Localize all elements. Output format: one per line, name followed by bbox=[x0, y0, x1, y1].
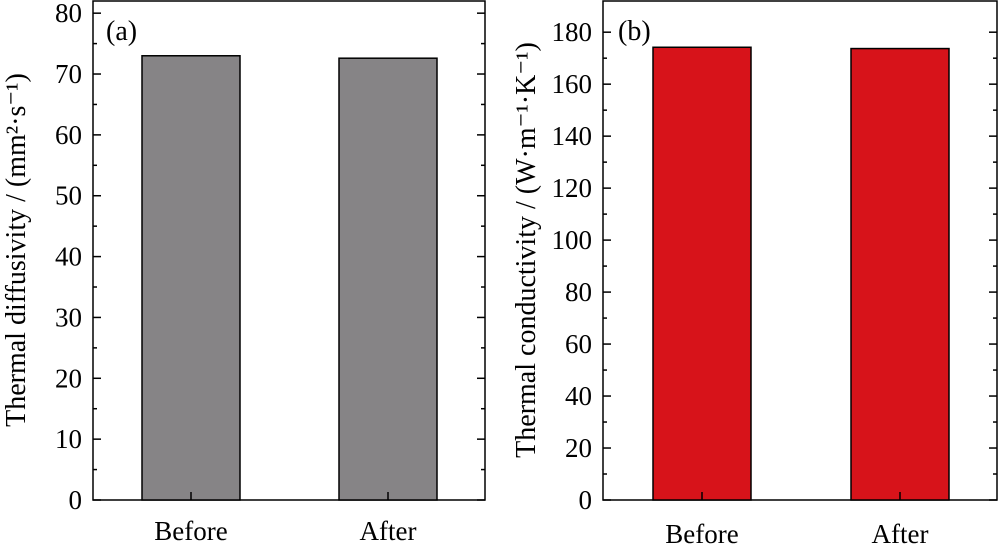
x-tick-label-a-after: After bbox=[360, 516, 417, 545]
y-tick-label-b: 0 bbox=[579, 485, 593, 515]
y-tick-label-b: 80 bbox=[565, 277, 592, 307]
y-tick-label-a: 30 bbox=[55, 302, 82, 332]
y-tick-label-b: 180 bbox=[552, 17, 593, 47]
y-tick-label-a: 70 bbox=[55, 59, 82, 89]
x-tick-label-b-after: After bbox=[872, 519, 929, 545]
x-tick-label-a-before: Before bbox=[154, 516, 227, 545]
y-axis-title-b: Thermal conductivity / (W·m⁻¹·K⁻¹) bbox=[511, 42, 542, 458]
panel-a: 0 10 20 30 40 50 60 70 80 Before After (a) Therma… bbox=[1, 0, 486, 545]
panel-label-a: (a) bbox=[106, 16, 137, 47]
y-tick-label-a: 40 bbox=[55, 242, 82, 272]
bars-b bbox=[652, 46, 950, 501]
bar-b-after bbox=[850, 47, 950, 501]
x-tick-label-b-before: Before bbox=[665, 519, 738, 545]
plot-frame-b bbox=[602, 0, 998, 501]
y-tick-label-b: 160 bbox=[552, 69, 593, 99]
panel-b: 0 20 40 60 80 100 120 140 160 180 Before After (b)… bbox=[511, 0, 998, 545]
y-tick-label-b: 20 bbox=[565, 433, 592, 463]
plot-frame-a bbox=[92, 0, 486, 501]
y-ticks-a: 0 10 20 30 40 50 60 70 80 bbox=[55, 0, 485, 515]
y-tick-label-a: 80 bbox=[55, 0, 82, 28]
panel-label-b: (b) bbox=[618, 16, 651, 47]
bar-b-before bbox=[652, 46, 752, 501]
y-tick-label-b: 120 bbox=[552, 173, 593, 203]
y-tick-label-b: 140 bbox=[552, 121, 593, 151]
y-tick-label-a: 50 bbox=[55, 181, 82, 211]
x-ticks-b: Before After bbox=[665, 492, 928, 545]
y-tick-label-a: 60 bbox=[55, 120, 82, 150]
bar-a-before bbox=[141, 55, 241, 501]
y-tick-label-a: 10 bbox=[55, 424, 82, 454]
y-tick-label-b: 60 bbox=[565, 329, 592, 359]
y-axis-title-a: Thermal diffusivity / (mm²·s⁻¹) bbox=[1, 73, 32, 427]
y-tick-label-a: 20 bbox=[55, 363, 82, 393]
bars-a bbox=[141, 55, 438, 501]
x-ticks-a: Before After bbox=[154, 492, 416, 545]
y-tick-label-a: 0 bbox=[69, 485, 83, 515]
y-tick-label-b: 40 bbox=[565, 381, 592, 411]
bar-a-after bbox=[338, 57, 438, 501]
y-ticks-b: 0 20 40 60 80 100 120 140 160 180 bbox=[552, 17, 997, 515]
y-tick-label-b: 100 bbox=[552, 225, 593, 255]
